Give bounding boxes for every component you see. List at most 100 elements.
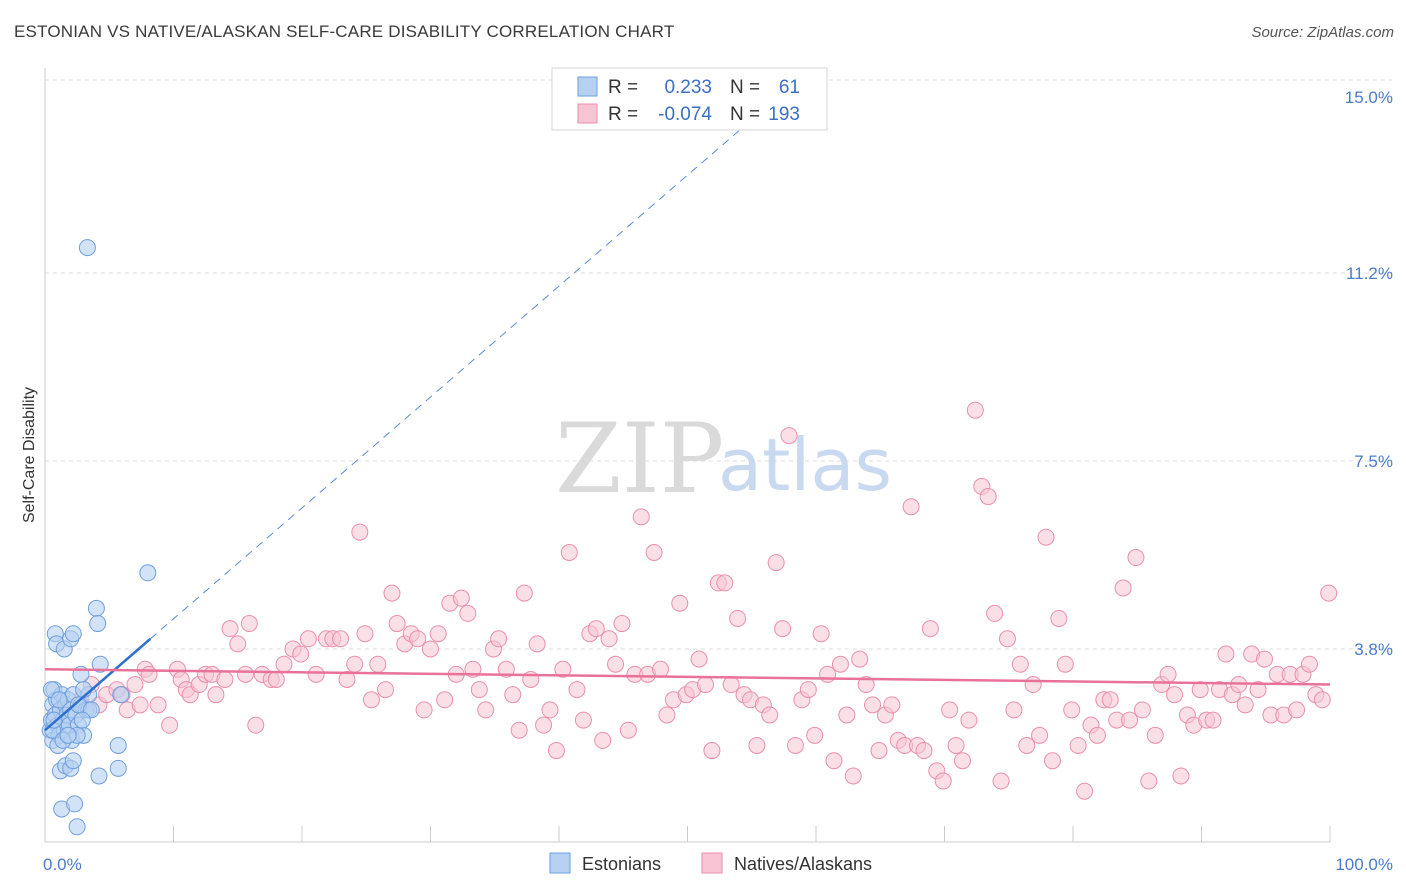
x-tick-label: 0.0%	[43, 855, 82, 874]
data-point-natives	[574, 711, 592, 729]
data-point-natives	[1069, 736, 1087, 754]
data-point-natives	[1011, 655, 1029, 673]
data-point-natives	[541, 701, 559, 719]
data-point-natives	[607, 655, 625, 673]
data-point-natives	[1114, 579, 1132, 597]
data-point-estonians	[73, 711, 91, 729]
data-point-natives	[292, 645, 310, 663]
y-axis-label: Self-Care Disability	[21, 387, 38, 523]
legend-r-value: -0.074	[658, 104, 712, 125]
data-point-natives	[722, 676, 740, 694]
data-point-natives	[1204, 711, 1222, 729]
data-point-natives	[806, 726, 824, 744]
data-point-estonians	[68, 818, 86, 836]
data-point-natives	[696, 676, 714, 694]
bottom-legend-swatch-estonians	[549, 852, 571, 874]
data-point-natives	[1031, 726, 1049, 744]
data-point-natives	[216, 670, 234, 688]
data-point-natives	[767, 554, 785, 572]
data-point-natives	[966, 401, 984, 419]
series-estonians	[41, 239, 157, 836]
data-point-estonians	[109, 736, 127, 754]
data-point-natives	[1101, 691, 1119, 709]
legend-n-label: N =	[730, 104, 760, 125]
legend-swatch-natives	[577, 103, 598, 124]
data-point-natives	[1191, 681, 1209, 699]
data-point-natives	[388, 615, 406, 633]
data-point-natives	[497, 660, 515, 678]
data-point-natives	[902, 498, 920, 516]
data-point-natives	[362, 691, 380, 709]
data-point-estonians	[139, 564, 157, 582]
data-point-natives	[470, 681, 488, 699]
watermark: ZIP atlas	[555, 403, 892, 515]
data-point-natives	[307, 665, 325, 683]
data-point-estonians	[45, 711, 63, 729]
data-point-natives	[369, 655, 387, 673]
data-point-natives	[1088, 726, 1106, 744]
data-point-natives	[1005, 701, 1023, 719]
data-point-natives	[864, 696, 882, 714]
watermark-zip: ZIP	[555, 403, 724, 515]
data-point-estonians	[59, 726, 77, 744]
data-point-natives	[504, 686, 522, 704]
data-point-natives	[729, 609, 747, 627]
bottom-legend: Estonians Natives/Alaskans	[549, 852, 872, 874]
legend-r-label: R =	[608, 104, 638, 125]
data-point-natives	[149, 696, 167, 714]
watermark-atlas: atlas	[718, 423, 892, 507]
data-point-natives	[812, 625, 830, 643]
data-point-natives	[716, 574, 734, 592]
data-point-natives	[774, 620, 792, 638]
legend: R = 0.233 N = 61 R = -0.074 N = 193	[551, 67, 828, 131]
legend-frame	[551, 67, 828, 131]
data-point-natives	[690, 650, 708, 668]
data-point-natives	[510, 721, 528, 739]
data-point-natives	[1172, 767, 1190, 785]
legend-n-value: 61	[779, 77, 800, 98]
data-point-natives	[477, 701, 495, 719]
data-point-natives	[490, 630, 508, 648]
data-point-estonians	[112, 686, 130, 704]
data-point-estonians	[89, 615, 107, 633]
data-point-natives	[409, 630, 427, 648]
data-point-natives	[831, 655, 849, 673]
bottom-legend-swatch-natives	[701, 852, 723, 874]
data-point-natives	[857, 676, 875, 694]
data-point-natives	[979, 488, 997, 506]
data-point-natives	[1146, 726, 1164, 744]
data-point-natives	[535, 716, 553, 734]
y-tick-label: 15.0%	[1345, 88, 1393, 107]
data-point-natives	[332, 630, 350, 648]
x-tick-label: 100.0%	[1335, 855, 1393, 874]
data-point-natives	[986, 604, 1004, 622]
bottom-legend-label-natives: Natives/Alaskans	[734, 854, 872, 874]
legend-r-value: 0.233	[664, 77, 712, 98]
data-point-natives	[632, 508, 650, 526]
data-point-natives	[560, 543, 578, 561]
data-point-natives	[131, 696, 149, 714]
data-point-natives	[267, 670, 285, 688]
data-point-natives	[429, 625, 447, 643]
data-point-natives	[236, 665, 254, 683]
trendlines	[44, 130, 1331, 732]
data-point-natives	[229, 635, 247, 653]
y-tick-label: 3.8%	[1354, 640, 1393, 659]
chart-title: ESTONIAN VS NATIVE/ALASKAN SELF-CARE DIS…	[14, 22, 675, 41]
data-point-natives	[1166, 686, 1184, 704]
data-point-natives	[240, 615, 258, 633]
data-point-natives	[799, 681, 817, 699]
data-point-natives	[819, 665, 837, 683]
chart-source: Source: ZipAtlas.com	[1251, 24, 1394, 41]
data-point-natives	[619, 721, 637, 739]
data-point-natives	[838, 706, 856, 724]
data-point-estonians	[78, 239, 96, 257]
data-point-natives	[547, 742, 565, 760]
trendline-estonians	[44, 637, 152, 732]
data-point-natives	[299, 630, 317, 648]
data-point-natives	[126, 676, 144, 694]
trendline-natives	[44, 668, 1331, 686]
data-point-natives	[1320, 584, 1338, 602]
data-point-natives	[1133, 701, 1151, 719]
